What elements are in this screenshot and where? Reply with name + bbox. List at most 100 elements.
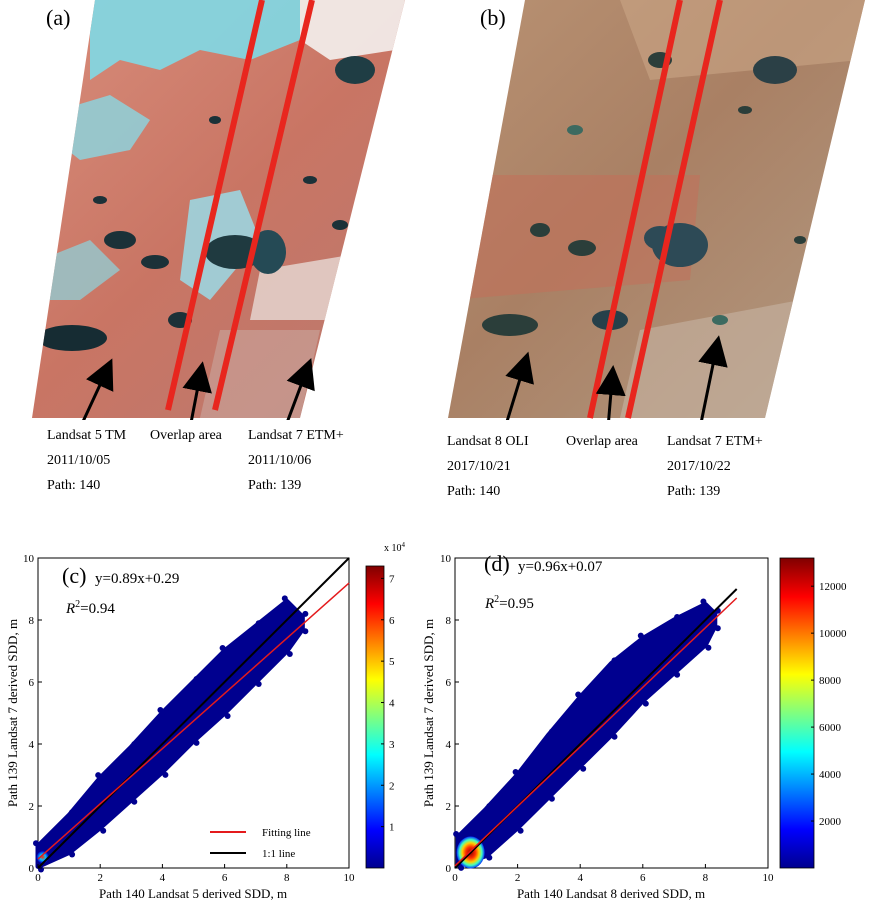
caption-landsat7-b: Landsat 7 ETM+ 2017/10/22 Path: 139 [667,434,763,500]
outlier-point [548,795,555,802]
outlier-point [486,854,493,861]
caption-date: 2011/10/06 [248,453,312,468]
caption-path: Path: 140 [447,484,501,499]
caption-overlap: Overlap area [566,434,638,449]
colorbar-tick-label: 4000 [819,769,842,781]
data-cloud-d [453,598,721,871]
one-to-one-line-c [37,557,350,869]
x-tick-label: 4 [577,872,583,884]
colorbar-tick-label: 12000 [819,581,847,593]
panel-letter-c: (c) [62,563,86,588]
panel-letter-d: (d) [484,551,510,576]
data-cloud-polygon [35,598,305,869]
colorbar-tick-label: 2000 [819,816,842,828]
outlier-point [714,607,721,614]
outlier-point [580,765,587,772]
one-to-one-line-d [454,588,738,869]
arrow-landsat7-a [286,357,315,420]
x-tick-label: 6 [640,872,646,884]
overlap-line-left-a [165,0,265,411]
outlier-point [637,632,644,639]
density-hotspot [36,851,49,864]
arrow-overlap-a [182,361,212,420]
outlier-point [255,620,262,627]
outlier-point [162,771,169,778]
outlier-point [458,864,465,871]
y-tick-label: 0 [446,863,452,875]
colorbar-tick-label: 5 [389,656,395,668]
caption-overlap-b: Overlap area [566,434,638,450]
r2-label-d: R2=0.95 [484,594,534,612]
overlap-line-right-b [625,0,723,419]
overlap-line-right-a [212,0,315,411]
y-tick-label: 2 [446,801,452,813]
colorbar-tick-label: 6 [389,615,395,627]
arrow-overlap-b [595,365,626,420]
outlier-point [674,671,681,678]
equation-d: y=0.96x+0.07 [518,559,603,575]
x-tick-label: 2 [97,872,103,884]
overlap-line-left-b [587,0,683,419]
caption-sensor: Landsat 7 ETM+ [667,434,763,449]
legend-one-label: 1:1 line [262,848,295,860]
caption-path: Path: 139 [667,484,721,499]
colorbar-d [779,557,815,869]
y-tick-label: 6 [446,677,452,689]
legend-c: Fitting line 1:1 line [210,827,311,860]
colorbar-c [365,565,385,869]
outlier-point [157,707,164,713]
colorbar-tick-label: 8000 [819,675,842,687]
caption-landsat8: Landsat 8 OLI 2017/10/21 Path: 140 [447,434,529,500]
outlier-point [302,610,309,617]
colorbar-tick-label: 10000 [819,628,847,640]
y-tick-label: 6 [29,677,35,689]
colorbar-tick-label: 1 [389,822,395,834]
outlier-point [33,840,39,847]
caption-path: Path: 139 [248,478,302,493]
y-tick-label: 8 [446,615,452,627]
outlier-point [131,741,138,748]
equation-c: y=0.89x+0.29 [95,571,179,587]
x-tick-label: 0 [452,872,458,884]
caption-sensor: Landsat 5 TM [47,428,127,443]
outlier-point [714,625,721,632]
colorbar-tick-label: 3 [389,739,395,751]
x-tick-label: 2 [515,872,521,884]
outlier-point [100,827,107,834]
y-tick-label: 10 [23,553,35,565]
outlier-point [95,772,102,779]
colorbar-exponent-c: x 104 [384,541,406,554]
outlier-point [286,651,293,657]
outlier-point [193,739,200,746]
outlier-point [575,691,582,698]
outlier-point [69,809,76,816]
outlier-point [281,595,288,602]
arrow-landsat8 [505,351,534,420]
fitting-line-d [454,597,738,867]
satellite-image-a [32,0,405,420]
caption-date: 2011/10/05 [47,453,111,468]
outlier-point [700,598,707,605]
caption-sensor: Landsat 8 OLI [447,434,529,449]
y-tick-label: 0 [29,863,35,875]
fitting-line-c [37,582,350,860]
caption-landsat5: Landsat 5 TM 2011/10/05 Path: 140 [47,428,126,494]
arrow-landsat5 [82,358,114,420]
outlier-point [193,676,200,682]
arrow-landsat7-b [698,335,728,420]
y-tick-label: 4 [446,739,452,751]
x-tick-label: 10 [763,872,775,884]
x-tick-label: 4 [160,872,166,884]
outlier-point [38,866,44,873]
y-axis-label-c: Path 139 Landsat 7 derived SDD, m [5,619,20,807]
caption-overlap: Overlap area [150,428,222,443]
outlier-point [255,681,262,687]
x-tick-label: 10 [344,872,356,884]
outlier-point [705,644,712,651]
caption-landsat7-a: Landsat 7 ETM+ 2011/10/06 Path: 139 [248,428,344,494]
data-cloud-c [33,595,309,873]
colorbar-tick-label: 7 [389,573,395,585]
colorbar-tick-label: 6000 [819,722,842,734]
x-tick-label: 8 [284,872,290,884]
density-hotspot [456,836,485,869]
